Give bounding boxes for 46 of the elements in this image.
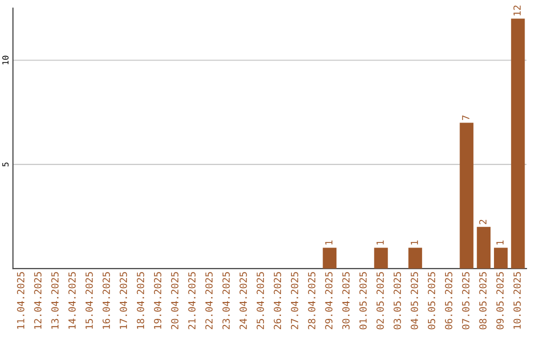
- bar: [408, 248, 422, 269]
- x-tick-label: 06.05.2025: [444, 272, 452, 330]
- data-label: 12: [513, 6, 521, 16]
- x-tick-label: 02.05.2025: [376, 272, 384, 330]
- x-tick-label: 11.04.2025: [17, 272, 24, 329]
- x-tick-label: 18.04.2025: [136, 272, 144, 329]
- data-label: 2: [479, 220, 486, 224]
- x-tick-label: 20.04.2025: [171, 272, 178, 330]
- x-tick-label: 22.04.2025: [205, 272, 213, 330]
- x-tick-label: 28.04.2025: [308, 272, 316, 330]
- x-tick-label: 05.05.2025: [428, 272, 436, 330]
- x-tick-label: 09.05.2025: [496, 272, 504, 330]
- x-tick-label: 04.05.2025: [410, 272, 418, 330]
- bar: [476, 226, 491, 269]
- y-tick-label: 10: [2, 56, 9, 64]
- x-tick-label: 30.04.2025: [342, 272, 350, 330]
- x-tick-label: 26.04.2025: [274, 272, 282, 330]
- data-label: 1: [376, 240, 384, 245]
- x-tick-label: 29.04.2025: [325, 272, 332, 330]
- data-label: 1: [496, 240, 504, 245]
- x-tick-label: 17.04.2025: [120, 272, 128, 329]
- bar: [511, 18, 525, 269]
- x-tick-label: 24.04.2025: [240, 272, 247, 330]
- x-tick-label: 14.04.2025: [68, 272, 76, 329]
- x-tick-label: 27.04.2025: [290, 272, 298, 330]
- x-tick-label: 07.05.2025: [462, 272, 470, 330]
- x-tick-label: 15.04.2025: [85, 272, 93, 329]
- y-tick-label: 5: [2, 162, 9, 166]
- bar: [374, 248, 388, 269]
- x-tick-label: 08.05.2025: [479, 272, 487, 330]
- x-tick-label: 16.04.2025: [102, 272, 110, 329]
- bar: [494, 248, 508, 269]
- x-tick-label: 21.04.2025: [188, 272, 196, 330]
- data-label: 7: [462, 116, 470, 120]
- x-tick-label: 01.05.2025: [359, 272, 367, 330]
- x-tick-label: 25.04.2025: [256, 272, 264, 330]
- data-label: 1: [325, 240, 332, 245]
- x-tick-label: 03.05.2025: [394, 272, 401, 330]
- x-tick-label: 13.04.2025: [51, 272, 59, 329]
- bar: [322, 248, 336, 269]
- x-tick-label: 23.04.2025: [222, 272, 230, 330]
- data-label: 1: [410, 240, 418, 245]
- x-tick-label: 10.05.2025: [513, 272, 521, 329]
- x-tick-label: 19.04.2025: [154, 272, 162, 329]
- x-tick-label: 12.04.2025: [34, 272, 42, 329]
- bar: [460, 122, 474, 269]
